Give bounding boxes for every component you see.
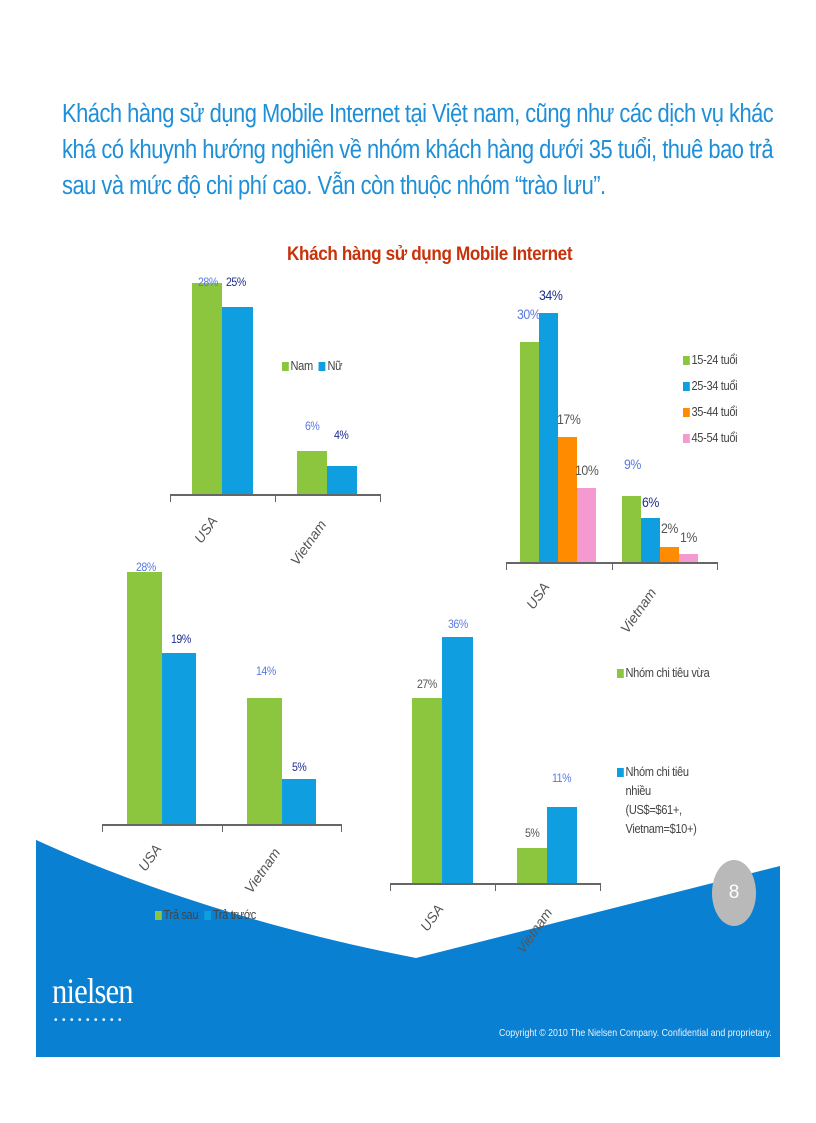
axis-tick: [380, 494, 381, 502]
axis-tick: [717, 562, 718, 570]
data-label: 14%: [256, 664, 276, 678]
legend-swatch-icon: [318, 362, 326, 371]
bar-usa-nam: [192, 283, 222, 494]
axis-tick: [341, 824, 342, 832]
bar-usa-45-54: [577, 488, 596, 562]
axis-tick: [390, 883, 391, 891]
bar-vn-nam: [297, 451, 327, 494]
bar-vn-nu: [327, 466, 357, 494]
data-label: 11%: [552, 771, 572, 785]
data-label: 25%: [226, 275, 246, 289]
data-label: 4%: [334, 428, 349, 442]
data-label: 6%: [642, 494, 659, 510]
data-label: 10%: [575, 462, 599, 478]
bar-vn-chi-tieu-nhieu: [547, 807, 577, 883]
bar-vn-15-24: [622, 496, 641, 562]
bar-usa-tra-sau: [127, 572, 162, 824]
data-label: 36%: [448, 617, 468, 631]
bar-usa-25-34: [539, 313, 558, 562]
data-label: 34%: [539, 287, 563, 303]
data-label: 6%: [305, 419, 320, 433]
bar-usa-chi-tieu-vua: [412, 698, 442, 883]
bar-vn-25-34: [641, 518, 660, 562]
legend-item-25-34: 25-34 tuổi: [683, 378, 738, 393]
headline-line-2: khá có khuynh hướng nghiên về nhóm khách…: [62, 136, 774, 164]
legend-item-15-24: 15-24 tuổi: [683, 352, 738, 367]
data-label: 9%: [624, 456, 641, 472]
legend-swatch-icon: [683, 434, 690, 443]
legend-item-tra-truoc: Trả trước: [204, 907, 256, 922]
bar-usa-35-44: [558, 437, 577, 562]
legend-item-nam: Nam: [282, 358, 313, 373]
bar-vn-tra-truoc: [282, 779, 316, 824]
data-label: 27%: [417, 677, 437, 691]
bar-usa-chi-tieu-nhieu: [442, 637, 473, 883]
data-label: 28%: [136, 560, 156, 574]
legend-item-chi-tieu-nhieu: Nhóm chi tiêu nhiều (US$=$61+, Vietnam=$…: [617, 762, 709, 838]
axis-tick: [275, 494, 276, 502]
data-label: 1%: [680, 529, 697, 545]
bar-usa-nu: [222, 307, 253, 494]
bar-vn-45-54: [679, 554, 698, 562]
legend-swatch-icon: [617, 669, 624, 678]
axis-tick: [600, 883, 601, 891]
data-label: 30%: [517, 306, 541, 322]
legend-swatch-icon: [683, 356, 690, 365]
legend-item-chi-tieu-vua: Nhóm chi tiêu vừa: [617, 663, 710, 682]
legend-item-45-54: 45-54 tuổi: [683, 430, 738, 445]
axis-tick: [102, 824, 103, 832]
legend-gender: Nam Nữ: [282, 358, 346, 373]
bar-usa-tra-truoc: [162, 653, 196, 824]
axis-tick: [612, 562, 613, 570]
data-label: 17%: [557, 411, 581, 427]
headline: Khách hàng sử dụng Mobile Internet tại V…: [62, 96, 784, 204]
page-number-badge: 8: [712, 860, 756, 926]
data-label: 5%: [525, 826, 540, 840]
legend-swatch-icon: [683, 408, 690, 417]
data-label: 28%: [198, 275, 218, 289]
legend-item-nu: Nữ: [318, 358, 342, 373]
legend-swatch-icon: [617, 768, 624, 777]
legend-swatch-icon: [155, 911, 162, 920]
legend-swatch-icon: [282, 362, 289, 371]
nielsen-logo: nielsen: [52, 971, 134, 1011]
headline-line-1: Khách hàng sử dụng Mobile Internet tại V…: [62, 100, 774, 128]
data-label: 5%: [292, 760, 307, 774]
bar-vn-35-44: [660, 547, 679, 562]
legend-age: 15-24 tuổi 25-34 tuổi 35-44 tuổi 45-54 t…: [683, 352, 741, 456]
axis-tick: [506, 562, 507, 570]
legend-item-35-44: 35-44 tuổi: [683, 404, 738, 419]
axis-tick: [495, 883, 496, 891]
data-label: 19%: [171, 632, 191, 646]
legend-swatch-icon: [204, 911, 212, 920]
axis-tick: [170, 494, 171, 502]
legend-item-tra-sau: Trả sau: [155, 907, 199, 922]
copyright-text: Copyright © 2010 The Nielsen Company. Co…: [499, 1027, 772, 1039]
bar-vn-tra-sau: [247, 698, 282, 824]
headline-line-3: sau và mức độ chi phí cao. Vẫn còn thuộc…: [62, 172, 606, 200]
logo-dots-icon: •••••••••: [54, 1015, 127, 1026]
data-label: 2%: [661, 520, 678, 536]
axis-tick: [222, 824, 223, 832]
bar-usa-15-24: [520, 342, 539, 562]
legend-swatch-icon: [683, 382, 690, 391]
legend-subscription: Trả sau Trả trước: [155, 907, 259, 922]
legend-spending: Nhóm chi tiêu vừa Nhóm chi tiêu nhiều (U…: [617, 663, 710, 838]
bar-vn-chi-tieu-vua: [517, 848, 547, 883]
footer-wave: [36, 840, 780, 1057]
main-chart-title: Khách hàng sử dụng Mobile Internet: [287, 244, 573, 265]
